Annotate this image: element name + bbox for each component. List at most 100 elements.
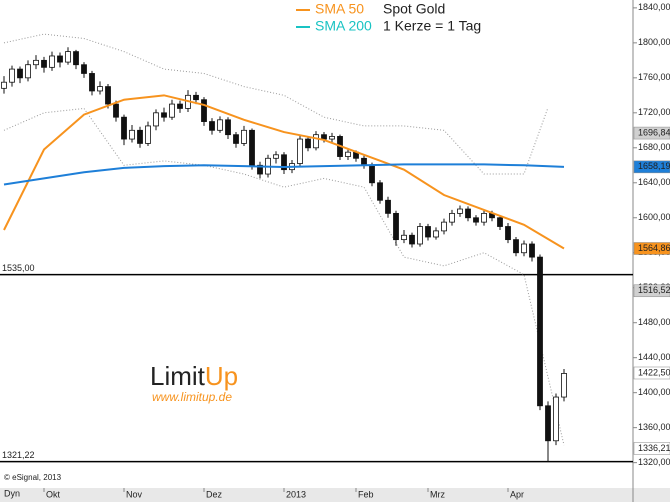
candle-body: [545, 405, 551, 442]
x-tick-label: Dez: [206, 489, 223, 499]
candle-body: [393, 212, 399, 241]
y-tick-label: 1680,00: [638, 142, 670, 152]
candle-body: [521, 243, 527, 254]
price-tag: [633, 160, 670, 174]
candle-body: [177, 103, 183, 109]
price-tag: [633, 242, 670, 255]
logo-url: www.limitup.de: [152, 390, 232, 404]
candle-body: [465, 208, 471, 219]
candle-body: [561, 373, 567, 398]
candle-body: [97, 86, 103, 92]
candle-body: [57, 55, 63, 63]
candle-body: [409, 234, 415, 245]
candle-body: [249, 129, 255, 166]
candle-body: [225, 119, 231, 136]
candle-body: [457, 208, 463, 214]
candle-body: [73, 51, 79, 66]
candle-body: [329, 136, 335, 140]
x-tick-label: Okt: [46, 489, 61, 499]
x-tick-label: Apr: [510, 489, 524, 499]
y-tick-label: 1360,00: [638, 422, 670, 432]
y-tick-label: 1720,00: [638, 107, 670, 117]
source: © eSignal, 2013: [4, 473, 62, 482]
candle-body: [297, 138, 303, 164]
x-tick-label: 2013: [286, 489, 306, 499]
chart-subtitle: 1 Kerze = 1 Tag: [383, 18, 481, 34]
chart-title: Spot Gold: [383, 1, 445, 17]
y-tick-label: 1440,00: [638, 352, 670, 362]
candle-body: [345, 151, 351, 157]
y-tick-label: 1840,00: [638, 2, 670, 12]
candle-body: [161, 112, 167, 118]
logo-a: Limit: [150, 361, 206, 391]
candle-body: [401, 234, 407, 241]
price-tag-label: 1658,19: [638, 161, 670, 171]
candle-body: [105, 86, 111, 105]
price-tag: [633, 126, 670, 140]
y-tick-label: 1320,00: [638, 457, 670, 467]
candle-body: [305, 138, 311, 149]
candle-body: [137, 129, 143, 144]
candle-body: [257, 164, 263, 175]
candle-body: [321, 134, 327, 140]
candle-body: [41, 59, 47, 68]
x-tick-label: Mrz: [430, 489, 445, 499]
price-tag-label: 1696,84: [638, 127, 670, 137]
candle-body: [217, 119, 223, 131]
level-label: 1321,22: [2, 450, 35, 460]
candle-body: [121, 116, 127, 140]
y-tick-label: 1400,00: [638, 387, 670, 397]
candle-body: [537, 256, 543, 407]
candle-body: [193, 94, 199, 101]
candle-body: [385, 199, 391, 214]
candle-body: [505, 226, 511, 241]
candle-body: [113, 103, 119, 118]
candle-body: [425, 226, 431, 238]
price-tag: [633, 284, 670, 298]
candle-body: [209, 121, 215, 131]
candle-body: [1, 81, 7, 89]
y-tick-label: 1760,00: [638, 72, 670, 82]
price-tag-label: 1564,86: [638, 243, 670, 253]
candle-body: [553, 396, 559, 442]
candle-body: [153, 112, 159, 127]
line: [3, 94, 565, 250]
x-tick-label: Feb: [358, 489, 374, 499]
candle-body: [81, 64, 87, 74]
y-tick-label: 1800,00: [638, 37, 670, 47]
candle-body: [145, 125, 151, 144]
candle-body: [281, 154, 287, 171]
legend-label: SMA 50: [315, 1, 364, 17]
candle-body: [417, 226, 423, 245]
x-axis-band: [0, 488, 670, 502]
candle-body: [513, 239, 519, 254]
candle-body: [129, 129, 135, 140]
candle-body: [233, 134, 239, 144]
candle-body: [49, 55, 55, 68]
candle-body: [65, 51, 71, 63]
candle-body: [529, 243, 535, 258]
logo-name: LimitUp: [150, 361, 238, 391]
candle-body: [473, 217, 479, 223]
candle-body: [433, 230, 439, 238]
candle-body: [361, 157, 367, 166]
candle-body: [377, 182, 383, 201]
candle-body: [313, 134, 319, 149]
legend-label: SMA 200: [315, 18, 372, 34]
price-tag: [633, 366, 670, 380]
x-tick-label: Nov: [126, 489, 143, 499]
candle-body: [481, 212, 487, 223]
candle-body: [497, 217, 503, 227]
candle-body: [17, 68, 23, 79]
price-tag-label: 1336,21: [638, 443, 670, 453]
candle-body: [9, 68, 15, 83]
price-tag-label: 1422,50: [638, 367, 670, 377]
candle-body: [201, 99, 207, 122]
candle-body: [441, 221, 447, 232]
candle-body: [369, 164, 375, 184]
candle-body: [89, 73, 95, 92]
level-label: 1535,00: [2, 263, 35, 273]
candle-body: [25, 64, 31, 79]
candle-body: [273, 154, 279, 159]
candle-body: [169, 103, 175, 118]
